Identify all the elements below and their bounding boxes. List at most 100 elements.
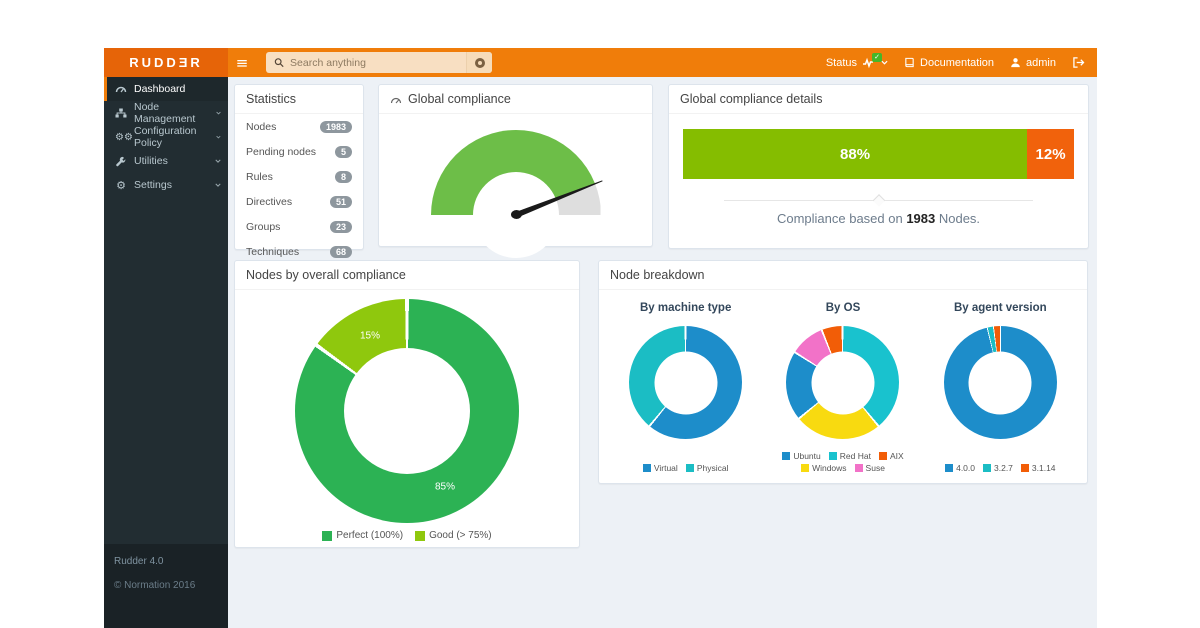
by-agent-version-donut bbox=[943, 326, 1057, 439]
caption-prefix: Compliance based on bbox=[776, 211, 907, 226]
wrench-icon bbox=[115, 156, 127, 167]
statistics-panel: Statistics Nodes 1983 Pending nodes 5 Ru… bbox=[234, 84, 364, 258]
stat-label: Nodes bbox=[246, 121, 277, 133]
stat-label: Groups bbox=[246, 221, 281, 233]
machine-type-legend: Virtual Physical bbox=[642, 463, 729, 473]
sidebar-footer: Rudder 4.0 © Normation 2016 bbox=[104, 544, 228, 628]
donut-hole bbox=[811, 351, 875, 414]
search-help-icon bbox=[474, 57, 485, 68]
caption-node-count: 1983 bbox=[906, 211, 936, 226]
legend-item-suse[interactable]: Suse bbox=[854, 463, 885, 473]
sidebar-item-utilities[interactable]: Utilities bbox=[104, 149, 228, 173]
chevron-down-icon bbox=[215, 183, 221, 187]
user-label: admin bbox=[1026, 56, 1056, 69]
legend-label: 4.0.0 bbox=[956, 463, 975, 473]
agent-version-legend: 4.0.0 3.2.7 3.1.14 bbox=[945, 463, 1056, 473]
sidebar-item-label: Utilities bbox=[134, 155, 168, 167]
os-legend: Ubuntu Red Hat AIX Windows Suse bbox=[764, 451, 921, 473]
legend-item-good[interactable]: Good (> 75%) bbox=[415, 530, 492, 541]
slice-label-perfect: 85% bbox=[434, 481, 456, 493]
legend-item-aix[interactable]: AIX bbox=[878, 451, 904, 461]
stat-row-groups: Groups 23 bbox=[235, 214, 363, 239]
stat-badge: 8 bbox=[334, 171, 352, 183]
gear-icon: ⚙ bbox=[116, 178, 126, 192]
gauge-icon bbox=[390, 97, 402, 103]
legend-swatch bbox=[782, 452, 791, 460]
donut-hole bbox=[968, 351, 1032, 414]
stat-label: Directives bbox=[246, 196, 293, 208]
search-input[interactable] bbox=[290, 56, 458, 69]
search-icon bbox=[274, 58, 284, 68]
search-bar[interactable] bbox=[266, 52, 492, 73]
sidebar-item-configuration-policy[interactable]: ⚙⚙ Configuration Policy bbox=[104, 125, 228, 149]
legend-label: Physical bbox=[696, 463, 729, 473]
compliance-donut-legend: Perfect (100%) Good (> 75%) bbox=[235, 530, 579, 541]
legend-item-redhat[interactable]: Red Hat bbox=[828, 451, 871, 461]
sidebar-item-label: Settings bbox=[134, 179, 172, 191]
by-os-column: By OS Ubuntu Red Hat AIX Windows Suse bbox=[764, 294, 921, 473]
sidebar-toggle-icon[interactable]: ≡ bbox=[235, 53, 249, 72]
compliance-stacked-bar: 88% 12% bbox=[683, 129, 1074, 179]
legend-item-perfect[interactable]: Perfect (100%) bbox=[322, 530, 403, 541]
donut-hole bbox=[654, 351, 718, 414]
documentation-link[interactable]: Documentation bbox=[904, 57, 994, 69]
legend-swatch bbox=[801, 464, 810, 472]
donut-hole bbox=[344, 348, 470, 474]
sign-out-icon bbox=[1073, 57, 1085, 68]
gauge-pivot bbox=[510, 210, 522, 219]
node-breakdown-panel: Node breakdown By machine type Virtual P… bbox=[598, 260, 1088, 484]
global-compliance-gauge bbox=[421, 130, 611, 258]
stat-badge: 5 bbox=[334, 146, 352, 158]
by-machine-type-column: By machine type Virtual Physical bbox=[607, 294, 764, 473]
compliance-bar-error-segment: 12% bbox=[1027, 129, 1074, 179]
legend-swatch bbox=[945, 464, 954, 472]
book-icon bbox=[905, 57, 914, 68]
legend-item-400[interactable]: 4.0.0 bbox=[945, 463, 975, 473]
legend-swatch bbox=[854, 464, 863, 472]
rudder-app-window: RUDDƎR ≡ Status ✓ Documentation bbox=[104, 48, 1097, 628]
legend-item-virtual[interactable]: Virtual bbox=[642, 463, 678, 473]
user-icon bbox=[1011, 58, 1020, 68]
segment-label: 88% bbox=[840, 145, 871, 163]
panel-title: Global compliance details bbox=[669, 85, 1088, 114]
chevron-down-icon bbox=[216, 135, 221, 139]
nodes-by-compliance-panel: Nodes by overall compliance 15% 85% Perf… bbox=[234, 260, 580, 548]
legend-swatch bbox=[642, 464, 651, 472]
segment-label: 12% bbox=[1035, 145, 1066, 163]
stat-label: Techniques bbox=[246, 246, 300, 258]
copyright: © Normation 2016 bbox=[114, 580, 196, 591]
legend-item-327[interactable]: 3.2.7 bbox=[983, 463, 1013, 473]
dashboard-content: Statistics Nodes 1983 Pending nodes 5 Ru… bbox=[228, 77, 1097, 628]
chart-subtitle: By agent version bbox=[953, 302, 1047, 314]
stat-label: Pending nodes bbox=[246, 146, 317, 158]
logout-button[interactable] bbox=[1072, 57, 1085, 68]
stat-label: Rules bbox=[246, 171, 273, 183]
legend-item-windows[interactable]: Windows bbox=[801, 463, 847, 473]
panel-title: Statistics bbox=[235, 85, 363, 114]
rudder-logo[interactable]: RUDDƎR bbox=[104, 48, 228, 77]
legend-label: Ubuntu bbox=[793, 451, 821, 461]
sidebar-item-settings[interactable]: ⚙ Settings bbox=[104, 173, 228, 197]
legend-item-physical[interactable]: Physical bbox=[685, 463, 729, 473]
panel-title: Global compliance bbox=[408, 92, 511, 106]
search-help-button[interactable] bbox=[466, 52, 492, 73]
legend-label: Suse bbox=[865, 463, 885, 473]
by-os-donut bbox=[786, 326, 900, 439]
legend-item-3114[interactable]: 3.1.14 bbox=[1020, 463, 1056, 473]
sidebar-item-dashboard[interactable]: Dashboard bbox=[104, 77, 228, 101]
legend-item-ubuntu[interactable]: Ubuntu bbox=[782, 451, 821, 461]
legend-label: 3.1.14 bbox=[1031, 463, 1056, 473]
user-menu[interactable]: admin bbox=[1010, 57, 1056, 69]
by-machine-type-donut bbox=[629, 326, 743, 439]
compliance-caption: Compliance based on 1983 Nodes. bbox=[669, 211, 1088, 226]
sidebar-item-label: Configuration Policy bbox=[134, 125, 197, 149]
sidebar-item-node-management[interactable]: Node Management bbox=[104, 101, 228, 125]
status-menu[interactable]: Status ✓ bbox=[826, 52, 888, 69]
chevron-down-icon bbox=[215, 159, 221, 163]
legend-swatch bbox=[983, 464, 991, 472]
legend-swatch bbox=[828, 452, 837, 460]
chevron-down-icon bbox=[881, 60, 888, 65]
legend-label: Windows bbox=[812, 463, 847, 473]
legend-swatch bbox=[1020, 464, 1029, 472]
legend-swatch bbox=[415, 530, 426, 541]
